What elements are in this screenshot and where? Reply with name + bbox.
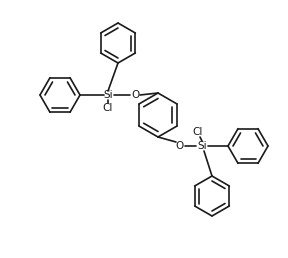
Text: Cl: Cl: [103, 103, 113, 113]
Text: O: O: [176, 141, 184, 151]
Text: O: O: [131, 90, 139, 100]
Text: Si: Si: [197, 141, 207, 151]
Text: Si: Si: [103, 90, 113, 100]
Text: Cl: Cl: [193, 127, 203, 137]
